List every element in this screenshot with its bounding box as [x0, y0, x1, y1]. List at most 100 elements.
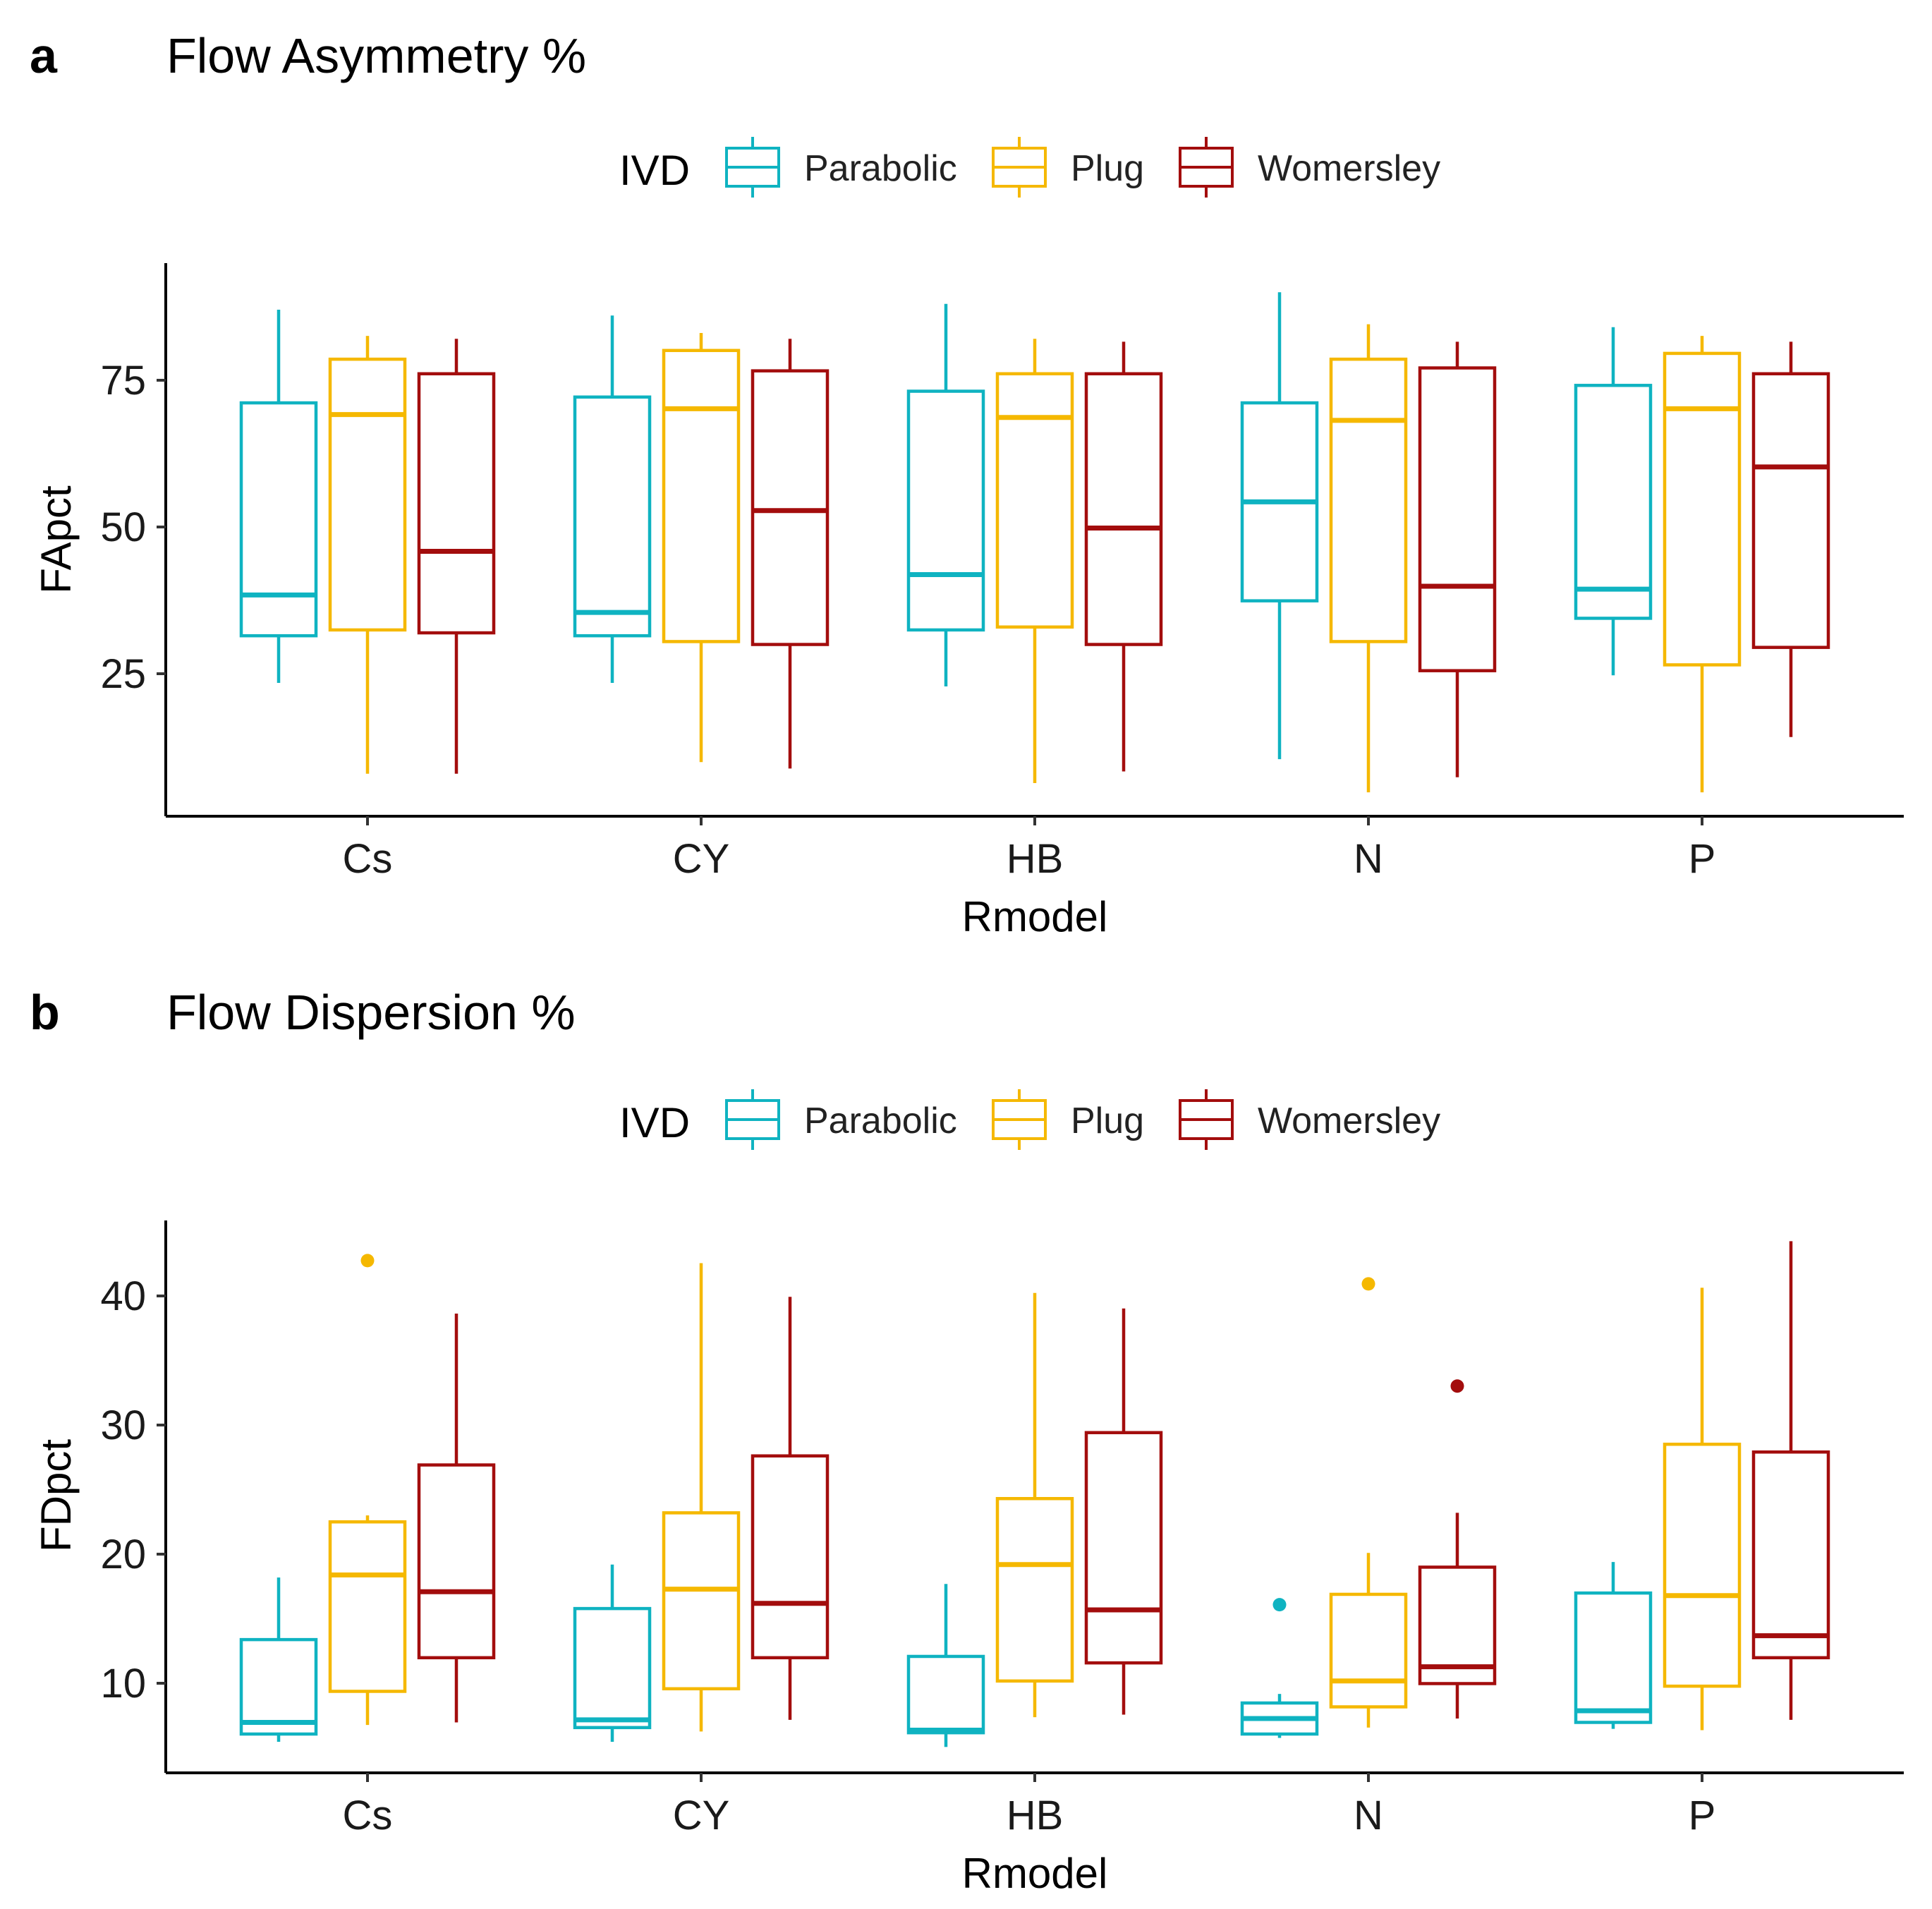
- panel-b-legend-key-parabolic: [725, 1089, 780, 1150]
- panel-b-legend: IVD Parabolic Plug Womersley: [619, 1089, 1440, 1150]
- panel-b-n-womersley-box: [1418, 1379, 1497, 1719]
- panel-b-x-tick-label-p: P: [1689, 1793, 1716, 1838]
- panel-a-cs-plug-iqr-box: [328, 357, 407, 632]
- panel-b-cy-womersley-box: [751, 1297, 830, 1720]
- panel-a-cy-plug-iqr-box: [662, 349, 741, 643]
- panel-a-legend-title: IVD: [619, 147, 690, 194]
- panel-b-title: Flow Dispersion %: [166, 985, 576, 1040]
- panel-b: b Flow Dispersion % IVD Parabolic Plug W…: [30, 985, 1904, 1897]
- panel-a-tag: a: [30, 28, 58, 83]
- panel-b-y-tick-label-30: 30: [100, 1402, 146, 1448]
- panel-a-title: Flow Asymmetry %: [166, 28, 586, 83]
- panel-a-n-plug-iqr-box: [1329, 357, 1408, 643]
- panel-b-cs-womersley-box: [417, 1314, 496, 1723]
- panel-a-cy-parabolic-iqr-box: [573, 395, 652, 638]
- panel-b-legend-key-plug: [992, 1089, 1047, 1150]
- panel-a-p-plug-box: [1663, 336, 1742, 793]
- panel-a-hb-parabolic-box: [906, 303, 985, 686]
- panel-a-hb-womersley-iqr-box: [1084, 372, 1163, 646]
- panel-b-p-womersley-iqr-box: [1751, 1450, 1830, 1660]
- panel-a-y-tick-label-25: 25: [100, 651, 146, 697]
- panel-b-hb-plug-iqr-box: [995, 1497, 1074, 1683]
- panel-b-x-tick-label-cy: CY: [673, 1793, 730, 1838]
- panel-a-legend-key-plug: [992, 137, 1047, 198]
- panel-a-plot-area: [239, 292, 1830, 793]
- panel-a-n-plug-box: [1329, 324, 1408, 793]
- panel-b-n-parabolic-box: [1240, 1598, 1319, 1738]
- panel-a-y-tick-label-50: 50: [100, 504, 146, 550]
- panel-b-p-parabolic-iqr-box: [1574, 1591, 1653, 1724]
- panel-b-y-axis-title: FDpct: [32, 1439, 80, 1552]
- panel-a-y-tick-25: 25: [100, 651, 166, 697]
- panel-a-legend-key-parabolic: [725, 137, 780, 198]
- panel-b-hb-womersley-iqr-box: [1084, 1431, 1163, 1665]
- panel-a-cy-parabolic-box: [573, 315, 652, 684]
- panel-a-p-womersley-box: [1751, 341, 1830, 737]
- panel-b-y-tick-label-40: 40: [100, 1273, 146, 1319]
- panel-a-cs-womersley-box: [417, 339, 496, 774]
- panel-b-cy-womersley-iqr-box: [751, 1454, 830, 1660]
- panel-a: a Flow Asymmetry % IVD Parabolic Plug Wo…: [30, 28, 1904, 940]
- panel-b-cs-parabolic-iqr-box: [239, 1637, 318, 1736]
- panel-b-legend-title: IVD: [619, 1099, 690, 1146]
- panel-a-p-parabolic-box: [1574, 327, 1653, 676]
- panel-a-cy-plug-box: [662, 333, 741, 763]
- panel-a-x-tick-label-p: P: [1689, 836, 1716, 882]
- panel-b-x-tick-n: N: [1354, 1773, 1383, 1838]
- panel-a-cs-plug-box: [328, 336, 407, 774]
- panel-b-p-parabolic-box: [1574, 1562, 1653, 1729]
- panel-b-legend-label-plug: Plug: [1071, 1101, 1144, 1141]
- panel-b-hb-womersley-box: [1084, 1308, 1163, 1715]
- panel-a-cs-parabolic-iqr-box: [239, 401, 318, 638]
- panel-a-x-tick-cy: CY: [673, 816, 730, 882]
- panel-b-plot-area: [239, 1241, 1830, 1747]
- panel-b-n-plug-iqr-box: [1329, 1592, 1408, 1709]
- panel-a-x-tick-cs: Cs: [343, 816, 393, 882]
- panel-b-cy-plug-box: [662, 1263, 741, 1732]
- panel-a-p-parabolic-iqr-box: [1574, 384, 1653, 620]
- panel-b-hb-parabolic-iqr-box: [906, 1654, 985, 1735]
- panel-b-p-womersley-box: [1751, 1241, 1830, 1720]
- panel-b-legend-key-womersley: [1179, 1089, 1234, 1150]
- panel-b-cs-plug-iqr-box: [328, 1520, 407, 1693]
- panel-a-legend-label-womersley: Womersley: [1258, 148, 1440, 189]
- panel-a-x-tick-n: N: [1354, 816, 1383, 882]
- panel-b-y-tick-30: 30: [100, 1402, 166, 1448]
- panel-a-hb-plug-iqr-box: [995, 372, 1074, 629]
- panel-b-x-tick-p: P: [1689, 1773, 1716, 1838]
- panel-b-cs-plug-box: [328, 1254, 407, 1726]
- panel-a-legend: IVD Parabolic Plug Womersley: [619, 137, 1440, 198]
- panel-b-hb-plug-box: [995, 1292, 1074, 1718]
- panel-a-cs-womersley-iqr-box: [417, 372, 496, 635]
- panel-a-cy-womersley-box: [751, 339, 830, 769]
- panel-a-cy-womersley-iqr-box: [751, 369, 830, 646]
- panel-a-n-womersley-iqr-box: [1418, 366, 1497, 672]
- panel-b-x-tick-hb: HB: [1007, 1773, 1063, 1838]
- panel-a-n-womersley-box: [1418, 341, 1497, 777]
- panel-a-n-parabolic-box: [1240, 292, 1319, 760]
- panel-a-x-tick-hb: HB: [1007, 816, 1064, 882]
- panel-b-p-plug-box: [1663, 1287, 1742, 1731]
- panel-a-x-tick-label-cy: CY: [673, 836, 730, 882]
- panel-b-cs-plug-outlier-0: [360, 1254, 375, 1268]
- panel-b-x-tick-label-n: N: [1354, 1793, 1383, 1838]
- panel-a-x-tick-label-hb: HB: [1007, 836, 1064, 882]
- panel-b-n-womersley-outlier-0: [1450, 1379, 1464, 1393]
- panel-b-x-axis-title: Rmodel: [962, 1850, 1108, 1897]
- panel-a-x-tick-label-n: N: [1354, 836, 1383, 882]
- panel-a-x-tick-label-cs: Cs: [343, 836, 393, 882]
- panel-a-legend-label-plug: Plug: [1071, 148, 1144, 189]
- panel-b-cy-parabolic-box: [573, 1564, 652, 1742]
- panel-a-p-womersley-iqr-box: [1751, 372, 1830, 649]
- panel-a-hb-womersley-box: [1084, 341, 1163, 772]
- panel-a-x-axis-title: Rmodel: [962, 893, 1108, 940]
- panel-b-y-tick-10: 10: [100, 1661, 166, 1707]
- panel-a-y-tick-75: 75: [100, 358, 166, 404]
- panel-a-legend-label-parabolic: Parabolic: [804, 148, 957, 189]
- panel-b-cs-parabolic-box: [239, 1577, 318, 1742]
- panel-b-cy-plug-iqr-box: [662, 1511, 741, 1691]
- panel-a-y-tick-label-75: 75: [100, 358, 146, 404]
- panel-a-p-plug-iqr-box: [1663, 351, 1742, 667]
- panel-b-y-tick-40: 40: [100, 1273, 166, 1319]
